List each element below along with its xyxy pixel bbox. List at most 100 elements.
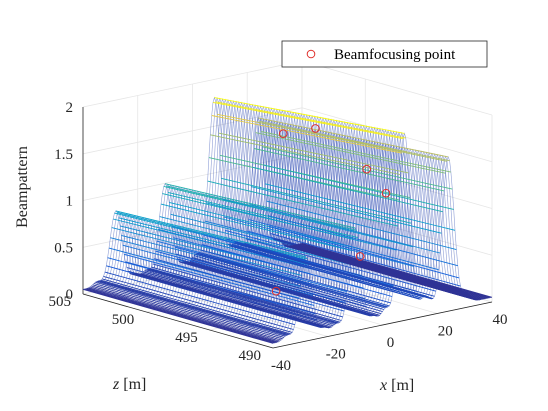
mesh-line <box>192 257 383 313</box>
mesh-line <box>166 185 357 231</box>
mesh-line <box>100 279 291 335</box>
x-tick-label: 0 <box>387 335 395 351</box>
mesh-line <box>215 101 406 139</box>
z-axis-unit: [m] <box>123 376 146 393</box>
mesh-line <box>301 242 493 298</box>
z-axis-label: z [m] <box>112 376 146 393</box>
mesh-line <box>252 166 443 213</box>
mesh-line <box>140 273 331 329</box>
vertical-axis-label: Beampattern <box>14 146 31 228</box>
mesh-line <box>132 273 323 329</box>
mesh-line <box>154 258 345 312</box>
vertical-tick-label: 1.5 <box>54 147 73 163</box>
mesh-line <box>93 283 285 338</box>
mesh-line <box>290 245 482 301</box>
mesh-line <box>115 210 307 258</box>
mesh-line <box>207 180 398 227</box>
mesh-line <box>210 134 401 176</box>
mesh-line <box>99 280 290 335</box>
mesh-line <box>82 288 274 344</box>
mesh-line <box>92 284 283 340</box>
mesh-line <box>182 261 374 317</box>
mesh-line <box>148 268 339 324</box>
mesh-line <box>263 164 454 210</box>
z-tick-label: 490 <box>239 348 262 364</box>
z-tick-label: 505 <box>49 294 72 310</box>
mesh-line <box>104 271 296 326</box>
mesh-line <box>211 115 402 154</box>
x-tick-label: 20 <box>438 324 453 340</box>
mesh-line <box>232 243 423 299</box>
mesh-line <box>89 286 280 342</box>
mesh-line <box>147 268 338 324</box>
mesh-line <box>143 271 334 327</box>
mesh-line <box>141 272 333 328</box>
mesh-line <box>199 252 390 307</box>
mesh-line <box>156 240 348 293</box>
mesh-line <box>242 244 434 300</box>
mesh-line <box>293 244 484 300</box>
mesh-line <box>268 225 460 279</box>
mesh-line <box>259 120 450 162</box>
mesh-line <box>245 238 437 292</box>
mesh-line <box>167 191 359 239</box>
mesh-line <box>145 269 337 325</box>
mesh-line <box>144 270 335 326</box>
mesh-line <box>85 288 276 344</box>
mesh-line <box>244 242 435 297</box>
beamfocusing-point <box>278 129 288 138</box>
beamfocusing-point <box>355 252 365 261</box>
mesh-line <box>221 177 412 224</box>
mesh-line <box>208 157 399 201</box>
z-tick-label: 500 <box>112 312 135 328</box>
mesh-line <box>218 132 409 174</box>
mesh-line <box>117 212 308 260</box>
mesh-line <box>230 245 421 300</box>
mesh-line <box>297 243 489 299</box>
beamfocusing-point <box>362 164 372 174</box>
mesh-line <box>133 272 324 328</box>
mesh-line <box>251 186 442 234</box>
mesh-line <box>196 252 387 308</box>
mesh-line <box>197 252 389 308</box>
mesh-line <box>241 244 432 300</box>
mesh-line <box>200 249 391 304</box>
mesh-line <box>95 281 286 337</box>
mesh-line <box>260 131 451 173</box>
axes-box <box>82 107 493 349</box>
mesh-line <box>91 285 282 341</box>
surface-mesh <box>82 96 493 344</box>
beamfocusing-point <box>311 124 320 133</box>
mesh-line <box>96 280 287 336</box>
beamfocusing-point <box>381 188 391 198</box>
x-tick-label: -20 <box>326 347 346 363</box>
mesh-line <box>206 202 397 251</box>
mesh-line <box>222 198 413 248</box>
mesh-line <box>102 278 293 333</box>
z-axis-line <box>82 293 274 349</box>
mesh-line <box>295 244 486 300</box>
mesh-line <box>264 183 456 231</box>
mesh-line <box>289 245 480 301</box>
mesh-line <box>189 260 380 316</box>
x-tick-label: -40 <box>271 358 291 374</box>
mesh-line <box>299 243 490 299</box>
mesh-line <box>300 243 491 299</box>
mesh-line <box>181 261 372 317</box>
mesh-line <box>292 244 483 300</box>
mesh-line <box>88 287 279 343</box>
mesh-line <box>159 216 350 265</box>
mesh-line <box>258 117 449 158</box>
mesh-line <box>169 201 360 250</box>
legend-marker <box>306 49 316 59</box>
mesh-line <box>86 287 278 343</box>
mesh-line <box>254 148 445 192</box>
z-axis-var: z <box>112 376 120 393</box>
mesh-line <box>219 154 410 199</box>
tick-labels: 0 0.5 1 1.5 2 -40 -20 0 20 40 490 495 500 505 <box>49 100 508 374</box>
mesh-line <box>164 183 356 229</box>
mesh-line <box>188 261 379 317</box>
mesh-line <box>223 216 415 267</box>
mesh-line <box>195 253 386 309</box>
